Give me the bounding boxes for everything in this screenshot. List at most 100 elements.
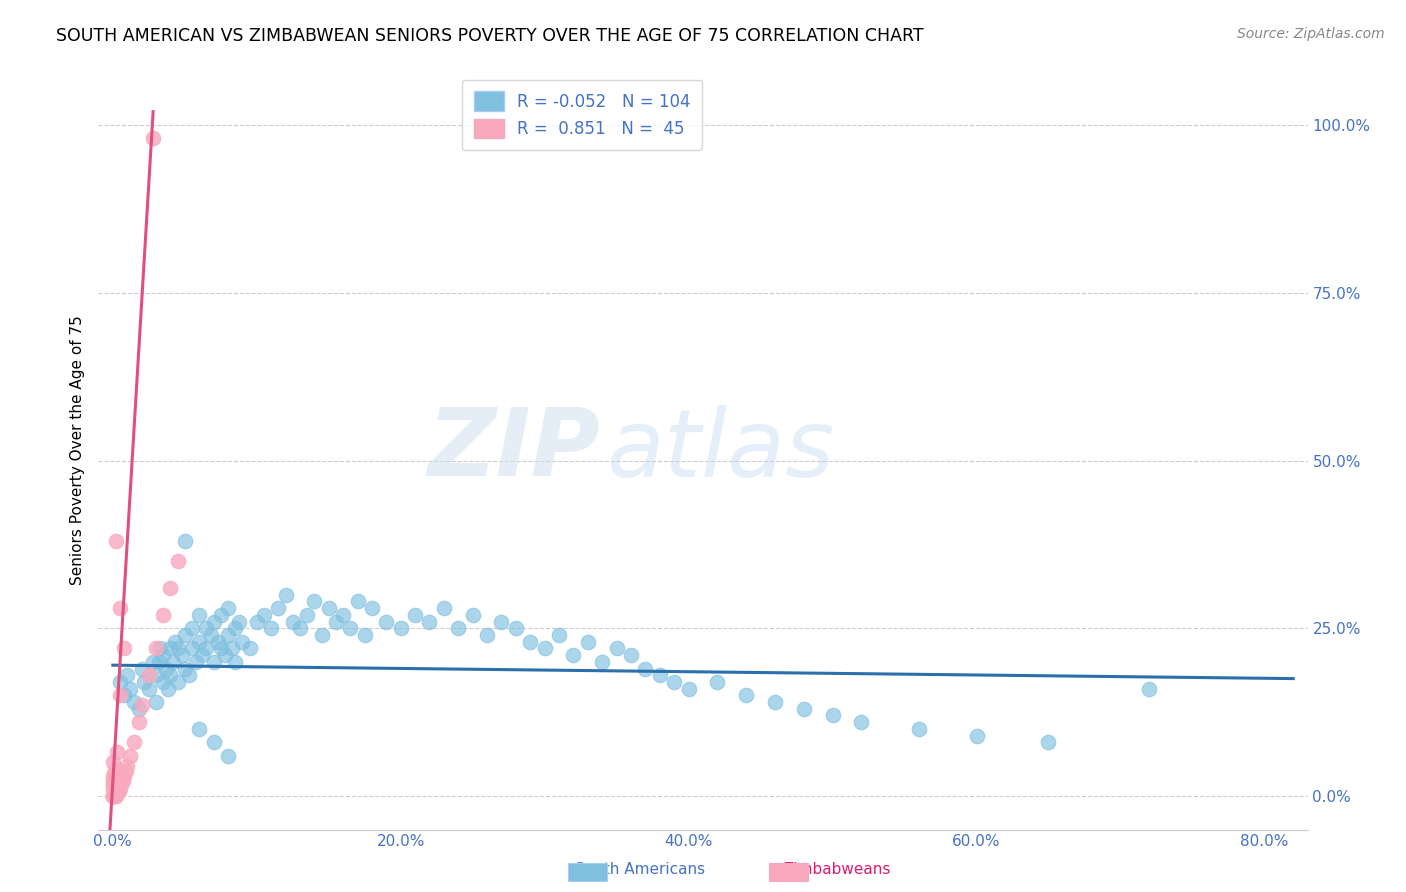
- Point: [105, 745, 128, 759]
- Point: [533, 641, 555, 656]
- Point: [664, 675, 686, 690]
- Point: [188, 634, 211, 648]
- Point: [104, 762, 127, 776]
- Point: [634, 661, 657, 675]
- Point: [138, 668, 160, 682]
- Point: [112, 769, 135, 783]
- Point: [107, 777, 129, 791]
- Point: [108, 772, 131, 787]
- Point: [138, 681, 160, 696]
- Point: [152, 675, 174, 690]
- Point: [735, 689, 758, 703]
- Point: [166, 554, 188, 568]
- Point: [908, 722, 931, 736]
- Point: [763, 695, 786, 709]
- Point: [124, 695, 146, 709]
- Point: [181, 641, 204, 656]
- Point: [231, 634, 253, 648]
- Point: [101, 756, 124, 770]
- Point: [224, 621, 246, 635]
- Point: [648, 668, 671, 682]
- Point: [224, 655, 246, 669]
- Point: [461, 607, 484, 622]
- Point: [267, 601, 290, 615]
- Point: [103, 777, 125, 791]
- Point: [173, 628, 195, 642]
- Point: [112, 641, 135, 656]
- Point: [103, 765, 125, 780]
- Point: [145, 641, 167, 656]
- Point: [209, 607, 232, 622]
- Point: [1137, 681, 1160, 696]
- Point: [152, 648, 174, 662]
- Point: [179, 668, 201, 682]
- Point: [115, 668, 138, 682]
- Point: [101, 769, 124, 783]
- Point: [202, 655, 225, 669]
- Point: [105, 780, 128, 795]
- Point: [200, 628, 222, 642]
- Point: [145, 695, 167, 709]
- Point: [195, 641, 218, 656]
- Point: [173, 661, 195, 675]
- Point: [166, 675, 188, 690]
- Point: [207, 634, 229, 648]
- Point: [101, 779, 124, 793]
- Point: [103, 782, 125, 797]
- Point: [162, 655, 184, 669]
- Point: [228, 615, 250, 629]
- Point: [112, 689, 135, 703]
- Point: [620, 648, 643, 662]
- Point: [318, 601, 340, 615]
- Point: [404, 607, 426, 622]
- Legend: R = -0.052   N = 104, R =  0.851   N =  45: R = -0.052 N = 104, R = 0.851 N = 45: [463, 79, 702, 150]
- Point: [166, 641, 188, 656]
- Point: [1038, 735, 1060, 749]
- Point: [361, 601, 384, 615]
- Point: [104, 534, 127, 549]
- Point: [104, 779, 127, 793]
- Point: [851, 715, 873, 730]
- Point: [142, 131, 165, 145]
- Point: [591, 655, 613, 669]
- Point: [353, 628, 375, 642]
- Point: [159, 668, 181, 682]
- Text: Source: ZipAtlas.com: Source: ZipAtlas.com: [1237, 27, 1385, 41]
- Point: [288, 621, 311, 635]
- Point: [389, 621, 412, 635]
- Point: [104, 783, 127, 797]
- Point: [105, 775, 128, 789]
- Point: [108, 601, 131, 615]
- Point: [170, 648, 193, 662]
- Point: [191, 648, 214, 662]
- Point: [173, 534, 195, 549]
- Point: [101, 789, 124, 803]
- Point: [101, 782, 124, 797]
- Point: [332, 607, 354, 622]
- Point: [120, 748, 142, 763]
- Point: [159, 581, 181, 595]
- Point: [304, 594, 326, 608]
- Point: [110, 777, 132, 791]
- Point: [107, 783, 129, 797]
- Point: [214, 648, 236, 662]
- Point: [274, 588, 297, 602]
- Point: [108, 689, 131, 703]
- Point: [108, 675, 131, 690]
- Text: Zimbabweans: Zimbabweans: [783, 863, 890, 877]
- Y-axis label: Seniors Poverty Over the Age of 75: Seniors Poverty Over the Age of 75: [69, 316, 84, 585]
- Point: [281, 615, 304, 629]
- Point: [155, 661, 177, 675]
- Point: [217, 748, 239, 763]
- Point: [108, 780, 131, 795]
- Point: [115, 759, 138, 773]
- Point: [346, 594, 368, 608]
- Point: [195, 621, 218, 635]
- Point: [101, 789, 124, 803]
- Point: [325, 615, 347, 629]
- Point: [104, 789, 127, 803]
- Point: [148, 655, 170, 669]
- Point: [105, 786, 128, 800]
- Point: [163, 634, 186, 648]
- Point: [149, 641, 172, 656]
